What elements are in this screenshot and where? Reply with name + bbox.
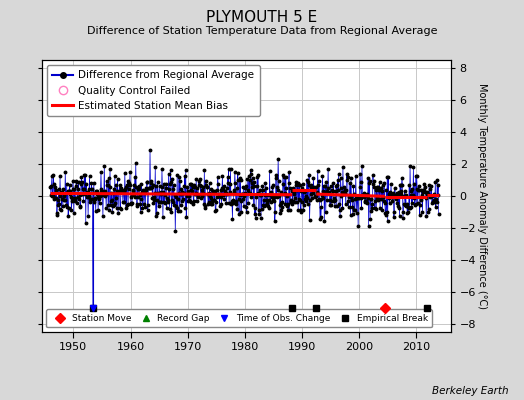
Y-axis label: Monthly Temperature Anomaly Difference (°C): Monthly Temperature Anomaly Difference (… [477,83,487,309]
Text: PLYMOUTH 5 E: PLYMOUTH 5 E [206,10,318,25]
Text: Difference of Station Temperature Data from Regional Average: Difference of Station Temperature Data f… [87,26,437,36]
Legend: Station Move, Record Gap, Time of Obs. Change, Empirical Break: Station Move, Record Gap, Time of Obs. C… [47,310,432,328]
Text: Berkeley Earth: Berkeley Earth [432,386,508,396]
